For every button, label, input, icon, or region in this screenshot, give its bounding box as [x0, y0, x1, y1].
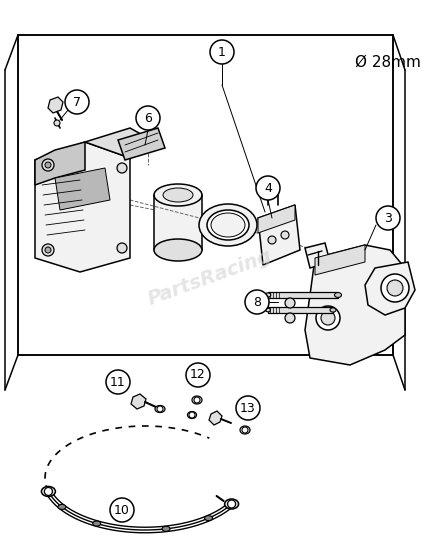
Circle shape [268, 236, 276, 244]
Circle shape [228, 500, 236, 508]
Text: 13: 13 [240, 402, 256, 414]
Polygon shape [268, 307, 333, 313]
Circle shape [376, 206, 400, 230]
Ellipse shape [154, 239, 202, 261]
Circle shape [316, 306, 340, 330]
Circle shape [45, 247, 51, 253]
Polygon shape [154, 195, 202, 250]
Polygon shape [258, 205, 295, 233]
Polygon shape [35, 142, 130, 272]
Circle shape [117, 163, 127, 173]
Ellipse shape [58, 505, 66, 509]
Ellipse shape [240, 426, 250, 434]
Circle shape [45, 162, 51, 168]
Ellipse shape [163, 188, 193, 202]
Polygon shape [258, 205, 300, 265]
Circle shape [65, 90, 89, 114]
Circle shape [117, 243, 127, 253]
Circle shape [285, 298, 295, 308]
Circle shape [42, 159, 54, 171]
Polygon shape [18, 35, 393, 355]
Circle shape [210, 40, 234, 64]
Polygon shape [209, 411, 222, 425]
Ellipse shape [41, 487, 55, 496]
Polygon shape [305, 243, 330, 268]
Circle shape [245, 290, 269, 314]
Circle shape [42, 244, 54, 256]
Circle shape [189, 412, 195, 418]
Circle shape [194, 397, 200, 403]
Ellipse shape [192, 396, 202, 404]
Text: 11: 11 [110, 376, 126, 389]
Circle shape [285, 313, 295, 323]
Ellipse shape [225, 499, 239, 509]
Polygon shape [35, 142, 85, 185]
Text: 10: 10 [114, 503, 130, 516]
Polygon shape [48, 97, 63, 113]
Text: 7: 7 [73, 95, 81, 108]
Ellipse shape [205, 516, 213, 521]
Ellipse shape [207, 210, 249, 240]
Circle shape [236, 396, 260, 420]
Circle shape [136, 106, 160, 130]
Circle shape [186, 363, 210, 387]
Text: 12: 12 [190, 369, 206, 382]
Ellipse shape [187, 411, 197, 418]
Ellipse shape [155, 405, 165, 412]
Circle shape [256, 176, 280, 200]
Circle shape [110, 498, 134, 522]
Text: Ø 28mm: Ø 28mm [355, 54, 421, 70]
Ellipse shape [154, 184, 202, 206]
Polygon shape [315, 245, 365, 275]
Circle shape [106, 370, 130, 394]
Polygon shape [268, 292, 338, 298]
Ellipse shape [211, 213, 245, 237]
Polygon shape [131, 394, 146, 409]
Ellipse shape [266, 308, 270, 312]
Ellipse shape [93, 521, 101, 526]
Ellipse shape [162, 527, 170, 531]
Text: 4: 4 [264, 182, 272, 195]
Polygon shape [55, 168, 110, 210]
Ellipse shape [330, 308, 336, 312]
Circle shape [242, 427, 248, 433]
Circle shape [54, 120, 60, 126]
Polygon shape [365, 262, 415, 315]
Circle shape [157, 406, 163, 412]
Ellipse shape [199, 204, 257, 246]
Text: 3: 3 [384, 211, 392, 225]
Circle shape [387, 280, 403, 296]
Polygon shape [305, 245, 405, 365]
Circle shape [321, 311, 335, 325]
Circle shape [281, 231, 289, 239]
Text: 1: 1 [218, 45, 226, 59]
Ellipse shape [265, 293, 271, 297]
Circle shape [381, 274, 409, 302]
Polygon shape [118, 128, 165, 160]
Text: PartsRacing: PartsRacing [145, 247, 275, 309]
Ellipse shape [335, 293, 341, 298]
Circle shape [44, 487, 52, 495]
Text: 8: 8 [253, 295, 261, 308]
Text: 6: 6 [144, 112, 152, 125]
Polygon shape [85, 128, 155, 158]
